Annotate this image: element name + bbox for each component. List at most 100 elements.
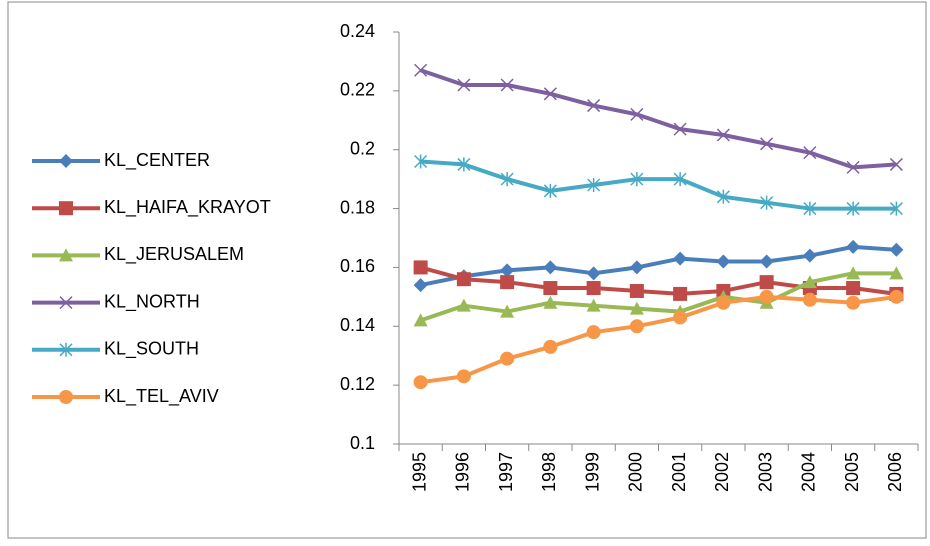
marker-shape	[673, 122, 687, 136]
marker	[802, 292, 817, 307]
y-tick-label: 0.1	[350, 433, 375, 453]
marker	[457, 157, 471, 172]
marker	[889, 266, 904, 280]
marker	[760, 195, 774, 210]
marker-shape	[716, 295, 731, 310]
marker	[500, 172, 514, 187]
marker-shape	[457, 78, 471, 92]
marker-shape	[889, 266, 904, 280]
marker-shape	[543, 260, 558, 275]
marker-shape	[673, 251, 688, 266]
marker-shape	[629, 283, 644, 298]
marker	[889, 242, 904, 257]
marker-shape	[413, 313, 428, 327]
marker	[457, 78, 471, 92]
marker	[500, 263, 515, 278]
y-tick-label: 0.24	[340, 21, 375, 41]
legend-label: KL_JERUSALEM	[104, 244, 244, 265]
marker-shape	[846, 239, 861, 254]
marker	[59, 248, 73, 262]
marker	[759, 289, 774, 304]
marker	[673, 122, 687, 136]
marker-shape	[543, 183, 557, 198]
marker	[629, 319, 644, 334]
marker-shape	[543, 339, 558, 354]
chart-frame	[7, 1, 927, 539]
marker	[629, 283, 644, 298]
x-tick-label: 1999	[582, 452, 602, 492]
marker-shape	[629, 319, 644, 334]
x-tick-label: 2001	[669, 452, 689, 492]
x-tick-label: 1996	[453, 452, 473, 492]
series-line	[420, 244, 897, 288]
marker-shape	[889, 201, 903, 216]
marker-shape	[59, 201, 73, 216]
marker-shape	[414, 63, 428, 77]
marker-shape	[586, 325, 601, 340]
marker-shape	[630, 107, 644, 121]
marker-shape	[543, 87, 557, 101]
marker	[629, 260, 644, 275]
marker	[413, 313, 428, 327]
marker-shape	[629, 260, 644, 275]
y-tick-label: 0.22	[340, 80, 375, 100]
marker	[673, 310, 688, 325]
marker	[413, 375, 428, 390]
marker	[413, 260, 428, 275]
legend-label: KL_NORTH	[104, 291, 200, 312]
legend-label: KL_CENTER	[104, 150, 210, 171]
marker	[414, 154, 428, 169]
marker	[889, 201, 903, 216]
marker	[802, 248, 817, 263]
x-tick-label: 2006	[885, 452, 905, 492]
marker-shape	[456, 369, 471, 384]
marker	[543, 339, 558, 354]
marker	[673, 172, 687, 187]
marker-shape	[587, 178, 601, 193]
marker-shape	[59, 342, 73, 357]
marker-shape	[846, 295, 861, 310]
marker	[456, 272, 471, 287]
x-tick-label: 1998	[539, 452, 559, 492]
marker-shape	[457, 157, 471, 172]
marker-shape	[59, 390, 73, 404]
legend-label: KL_TEL_AVIV	[104, 386, 219, 407]
x-tick-label: 2005	[842, 452, 862, 492]
y-tick-label: 0.16	[340, 256, 375, 276]
y-tick-label: 0.2	[350, 138, 375, 158]
marker	[760, 137, 774, 151]
marker-shape	[500, 263, 515, 278]
marker-shape	[673, 310, 688, 325]
marker	[543, 281, 558, 296]
marker	[456, 298, 471, 312]
marker-shape	[889, 289, 904, 304]
marker	[543, 295, 558, 309]
marker	[889, 289, 904, 304]
marker-shape	[59, 248, 73, 262]
marker-shape	[889, 242, 904, 257]
marker	[846, 266, 861, 280]
marker-shape	[500, 275, 515, 290]
marker-shape	[630, 172, 644, 187]
marker	[587, 178, 601, 193]
marker-shape	[673, 286, 688, 301]
marker	[803, 201, 817, 216]
marker	[586, 281, 601, 296]
marker-shape	[759, 289, 774, 304]
marker-shape	[803, 201, 817, 216]
marker-shape	[802, 292, 817, 307]
marker-shape	[500, 304, 515, 318]
marker	[802, 275, 817, 289]
marker	[673, 286, 688, 301]
series-line	[420, 265, 897, 296]
marker	[543, 260, 558, 275]
marker-shape	[802, 248, 817, 263]
marker	[673, 251, 688, 266]
marker-shape	[586, 266, 601, 281]
marker	[587, 99, 601, 113]
marker	[500, 351, 515, 366]
y-tick-label: 0.18	[340, 197, 375, 217]
marker-shape	[889, 157, 903, 171]
marker-shape	[413, 278, 428, 293]
marker-shape	[414, 154, 428, 169]
